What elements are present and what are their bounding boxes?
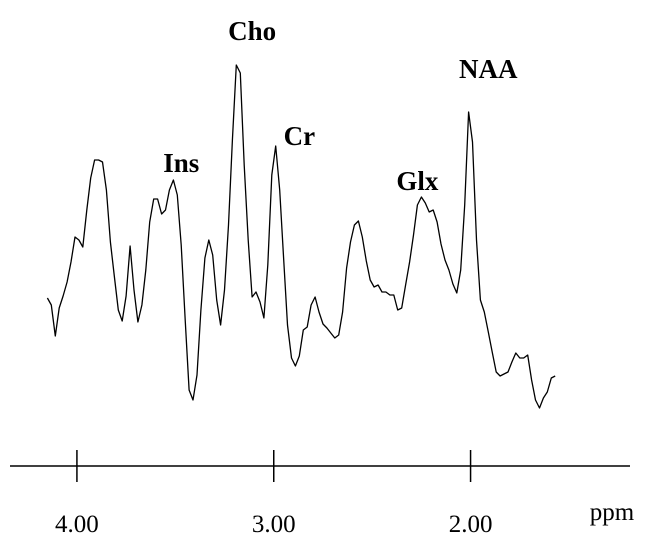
peak-label: Cho [228,16,276,46]
x-tick-label: 3.00 [252,511,296,538]
peak-label: Cr [284,121,315,151]
peak-label: NAA [459,54,518,84]
x-axis-label: ppm [590,499,635,526]
peak-label: Glx [396,166,439,196]
peak-label: Ins [163,148,199,178]
spectrum-line [46,64,556,409]
x-tick-label: 4.00 [55,511,99,538]
x-tick-label: 2.00 [449,511,493,538]
